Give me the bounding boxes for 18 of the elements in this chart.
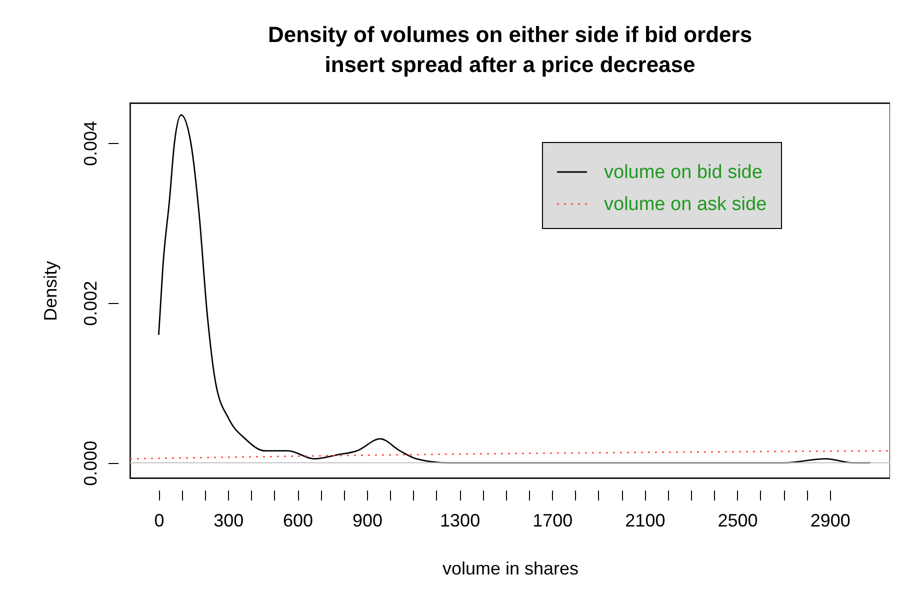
y-axis-title: Density — [40, 260, 60, 322]
x-axis-title: volume in shares — [442, 558, 579, 578]
x-tick-label: 2100 — [625, 510, 666, 530]
x-tick-label: 2500 — [718, 510, 758, 530]
x-tick-label: 900 — [352, 510, 383, 530]
y-tick-label: 0.004 — [80, 120, 100, 166]
x-tick-label: 1300 — [440, 510, 480, 530]
legend-label: volume on bid side — [604, 162, 762, 183]
y-tick-label: 0.002 — [80, 280, 100, 326]
x-tick-label: 300 — [214, 510, 244, 530]
x-tick-label: 600 — [283, 510, 314, 530]
x-tick-label: 2900 — [810, 510, 850, 530]
y-tick-label: 0.000 — [80, 440, 100, 486]
x-tick-label: 1700 — [532, 510, 573, 530]
legend-label: volume on ask side — [604, 194, 767, 215]
chart-title: Density of volumes on either side if bid orders insert spread after a price decrease — [268, 22, 752, 77]
x-tick-label: 0 — [154, 510, 164, 530]
line-series — [158, 114, 872, 464]
